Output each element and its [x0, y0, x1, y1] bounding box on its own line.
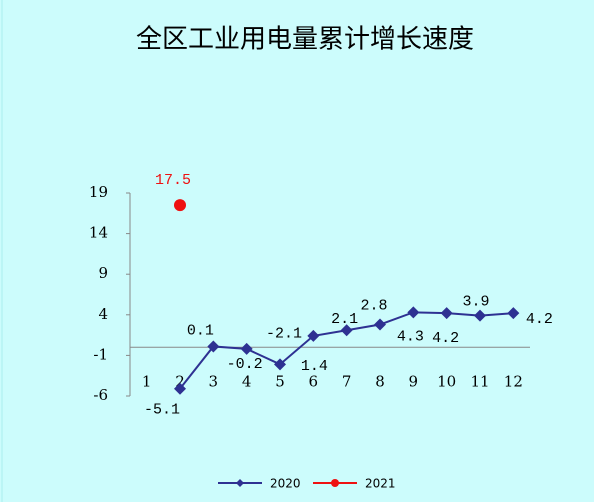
y-tick-label: 14: [89, 224, 108, 242]
data-label: 17.5: [155, 172, 191, 189]
x-tick-label: 2: [175, 372, 185, 390]
data-label: 4.2: [432, 330, 459, 347]
y-tick-label: 9: [98, 264, 108, 282]
point: [307, 329, 320, 342]
point: [174, 199, 186, 212]
x-tick-label: 4: [242, 372, 252, 390]
point: [274, 358, 286, 371]
x-tick-label: 5: [275, 372, 285, 390]
point: [340, 324, 353, 337]
point: [440, 307, 453, 320]
point: [407, 306, 420, 319]
x-tick-label: 11: [470, 372, 489, 390]
data-label: 4.3: [397, 328, 424, 345]
legend-label: 2021: [365, 477, 396, 491]
point: [174, 382, 186, 395]
point: [240, 342, 253, 355]
data-label: 4.2: [526, 311, 553, 328]
data-label: 2.8: [360, 298, 387, 315]
x-tick-label: 6: [309, 372, 319, 390]
x-tick-label: 12: [504, 372, 523, 390]
chart-title: 全区工业用电量累计增长速度: [136, 25, 474, 55]
point: [207, 340, 220, 353]
x-tick-label: 9: [409, 372, 419, 390]
x-tick-label: 10: [437, 372, 456, 390]
x-tick-label: 7: [342, 372, 352, 390]
x-tick-label: 1: [142, 372, 152, 390]
x-tick-label: 8: [375, 372, 385, 390]
point: [374, 318, 386, 331]
y-tick-label: -6: [93, 386, 108, 404]
x-tick-label: 3: [209, 372, 219, 390]
y-tick-label: -1: [93, 345, 108, 363]
point: [507, 307, 520, 320]
data-label: 1.4: [301, 358, 328, 375]
point: [474, 309, 486, 322]
data-label: -5.1: [144, 402, 180, 419]
legend-marker: [331, 479, 339, 487]
y-tick-label: 4: [98, 305, 108, 323]
data-label: 0.1: [187, 322, 214, 339]
data-label: -0.2: [227, 356, 263, 373]
y-tick-label: 19: [89, 183, 108, 201]
data-label: 2.1: [331, 311, 358, 328]
legend-marker: [236, 479, 244, 487]
data-label: 3.9: [462, 294, 489, 311]
data-label: -2.1: [266, 325, 302, 342]
legend-label: 2020: [270, 477, 301, 491]
